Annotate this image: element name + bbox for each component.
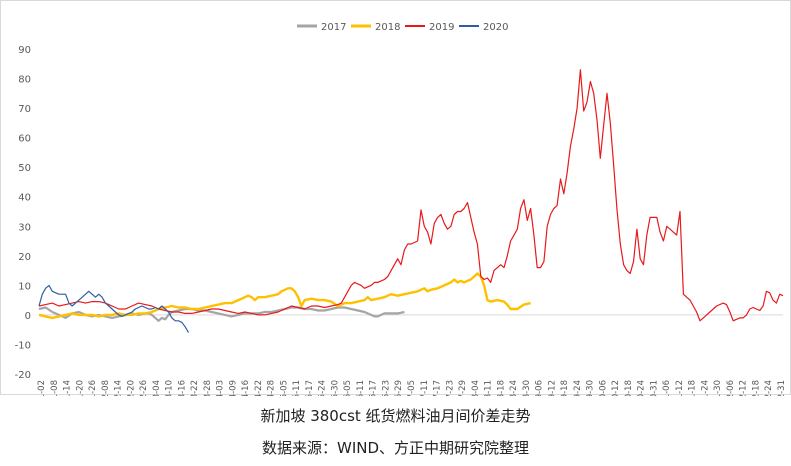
x-tick-label: 02-08 xyxy=(101,380,111,396)
x-tick-label: 01-02 xyxy=(37,380,47,396)
legend-label-2019: 2019 xyxy=(429,22,454,33)
legend-label-2018: 2018 xyxy=(375,22,400,33)
x-tick-label: 09-12 xyxy=(547,380,557,396)
x-tick-label: 11-18 xyxy=(688,380,698,396)
y-tick-label: 10 xyxy=(18,281,31,292)
x-tick-label: 12-24 xyxy=(764,380,774,396)
x-tick-label: 06-11 xyxy=(356,380,366,396)
x-tick-label: 08-11 xyxy=(484,380,494,396)
x-tick-label: 09-24 xyxy=(573,380,583,396)
y-tick-label: 0 xyxy=(25,311,31,322)
x-tick-label: 03-04 xyxy=(152,380,162,396)
y-tick-label: -20 xyxy=(15,370,31,381)
x-tick-label: 01-08 xyxy=(50,380,60,396)
y-tick-label: 20 xyxy=(18,252,31,263)
x-tick-label: 04-09 xyxy=(228,380,238,396)
y-tick-label: -10 xyxy=(15,340,31,351)
x-tick-label: 08-30 xyxy=(522,380,532,396)
x-tick-label: 08-18 xyxy=(496,380,506,396)
x-tick-label: 02-26 xyxy=(139,380,149,396)
chart-frame: -20 -10 0 10 20 30 40 50 60 70 80 90 01-02 01-08 01-14… xyxy=(0,0,791,396)
y-tick-label: 40 xyxy=(18,193,31,204)
chart-caption-title: 新加坡 380cst 纸货燃料油月间价差走势 xyxy=(260,407,531,425)
x-tick-label: 11-30 xyxy=(713,380,723,396)
x-tick-label: 05-05 xyxy=(279,380,289,396)
y-tick-label: 60 xyxy=(18,134,31,145)
x-tick-label: 11-24 xyxy=(700,380,710,396)
y-tick-label: 90 xyxy=(18,45,31,56)
series-line-2017 xyxy=(38,306,405,322)
x-tick-label: 06-05 xyxy=(343,380,353,396)
x-tick-label: 04-28 xyxy=(267,380,277,396)
x-tick-label: 12-18 xyxy=(751,380,761,396)
y-tick-label: 50 xyxy=(18,163,31,174)
chart-caption-source: 数据来源：WIND、方正中期研究院整理 xyxy=(261,439,530,457)
x-tick-label: 02-20 xyxy=(126,380,136,396)
y-tick-label: 80 xyxy=(18,75,31,86)
legend-label-2020: 2020 xyxy=(483,22,508,33)
x-tick-label: 09-06 xyxy=(535,380,545,396)
x-tick-label: 10-18 xyxy=(624,380,634,396)
x-tick-label: 12-31 xyxy=(777,380,787,396)
x-tick-label: 03-10 xyxy=(165,380,175,396)
x-tick-label: 03-22 xyxy=(190,380,200,396)
x-tick-label: 05-24 xyxy=(318,380,328,396)
x-tick-label: 07-11 xyxy=(420,380,430,396)
x-tick-label: 10-06 xyxy=(598,380,608,396)
x-tick-label: 09-30 xyxy=(586,380,596,396)
x-tick-label: 12-12 xyxy=(739,380,749,396)
y-tick-label: 70 xyxy=(18,104,31,115)
x-tick-label: 07-05 xyxy=(407,380,417,396)
x-tick-label: 12-06 xyxy=(726,380,736,396)
x-tick-label: 06-17 xyxy=(369,380,379,396)
series-line-2020 xyxy=(38,284,190,333)
legend-label-2017: 2017 xyxy=(321,22,346,33)
x-tick-label: 11-12 xyxy=(675,380,685,396)
x-tick-label: 10-31 xyxy=(649,380,659,396)
x-tick-label: 07-29 xyxy=(458,380,468,396)
x-tick-label: 08-04 xyxy=(471,380,481,396)
x-tick-label: 09-18 xyxy=(560,380,570,396)
series-line-2019 xyxy=(38,69,784,322)
x-tick-label: 02-14 xyxy=(114,380,124,396)
x-tick-label: 01-14 xyxy=(63,380,73,396)
x-tick-label: 08-24 xyxy=(509,380,519,396)
y-tick-label: 30 xyxy=(18,222,31,233)
series-line-2018 xyxy=(38,272,531,320)
x-tick-label: 07-23 xyxy=(445,380,455,396)
x-tick-label: 01-26 xyxy=(88,380,98,396)
x-tick-label: 01-20 xyxy=(75,380,85,396)
x-tick-label: 03-28 xyxy=(203,380,213,396)
x-tick-label: 07-17 xyxy=(433,380,443,396)
line-chart: -20 -10 0 10 20 30 40 50 60 70 80 90 01-02 01-08 01-14… xyxy=(15,22,787,396)
x-tick-label: 06-29 xyxy=(394,380,404,396)
x-tick-label: 10-24 xyxy=(637,380,647,396)
x-tick-label: 11-06 xyxy=(662,380,672,396)
x-tick-label: 04-22 xyxy=(254,380,264,396)
x-tick-label: 05-17 xyxy=(305,380,315,396)
x-tick-label: 03-16 xyxy=(177,380,187,396)
x-tick-label: 05-30 xyxy=(330,380,340,396)
x-tick-label: 04-03 xyxy=(216,380,226,396)
x-tick-label: 10-12 xyxy=(611,380,621,396)
x-tick-label: 04-16 xyxy=(241,380,251,396)
x-tick-label: 05-11 xyxy=(292,380,302,396)
x-tick-label: 06-23 xyxy=(381,380,391,396)
